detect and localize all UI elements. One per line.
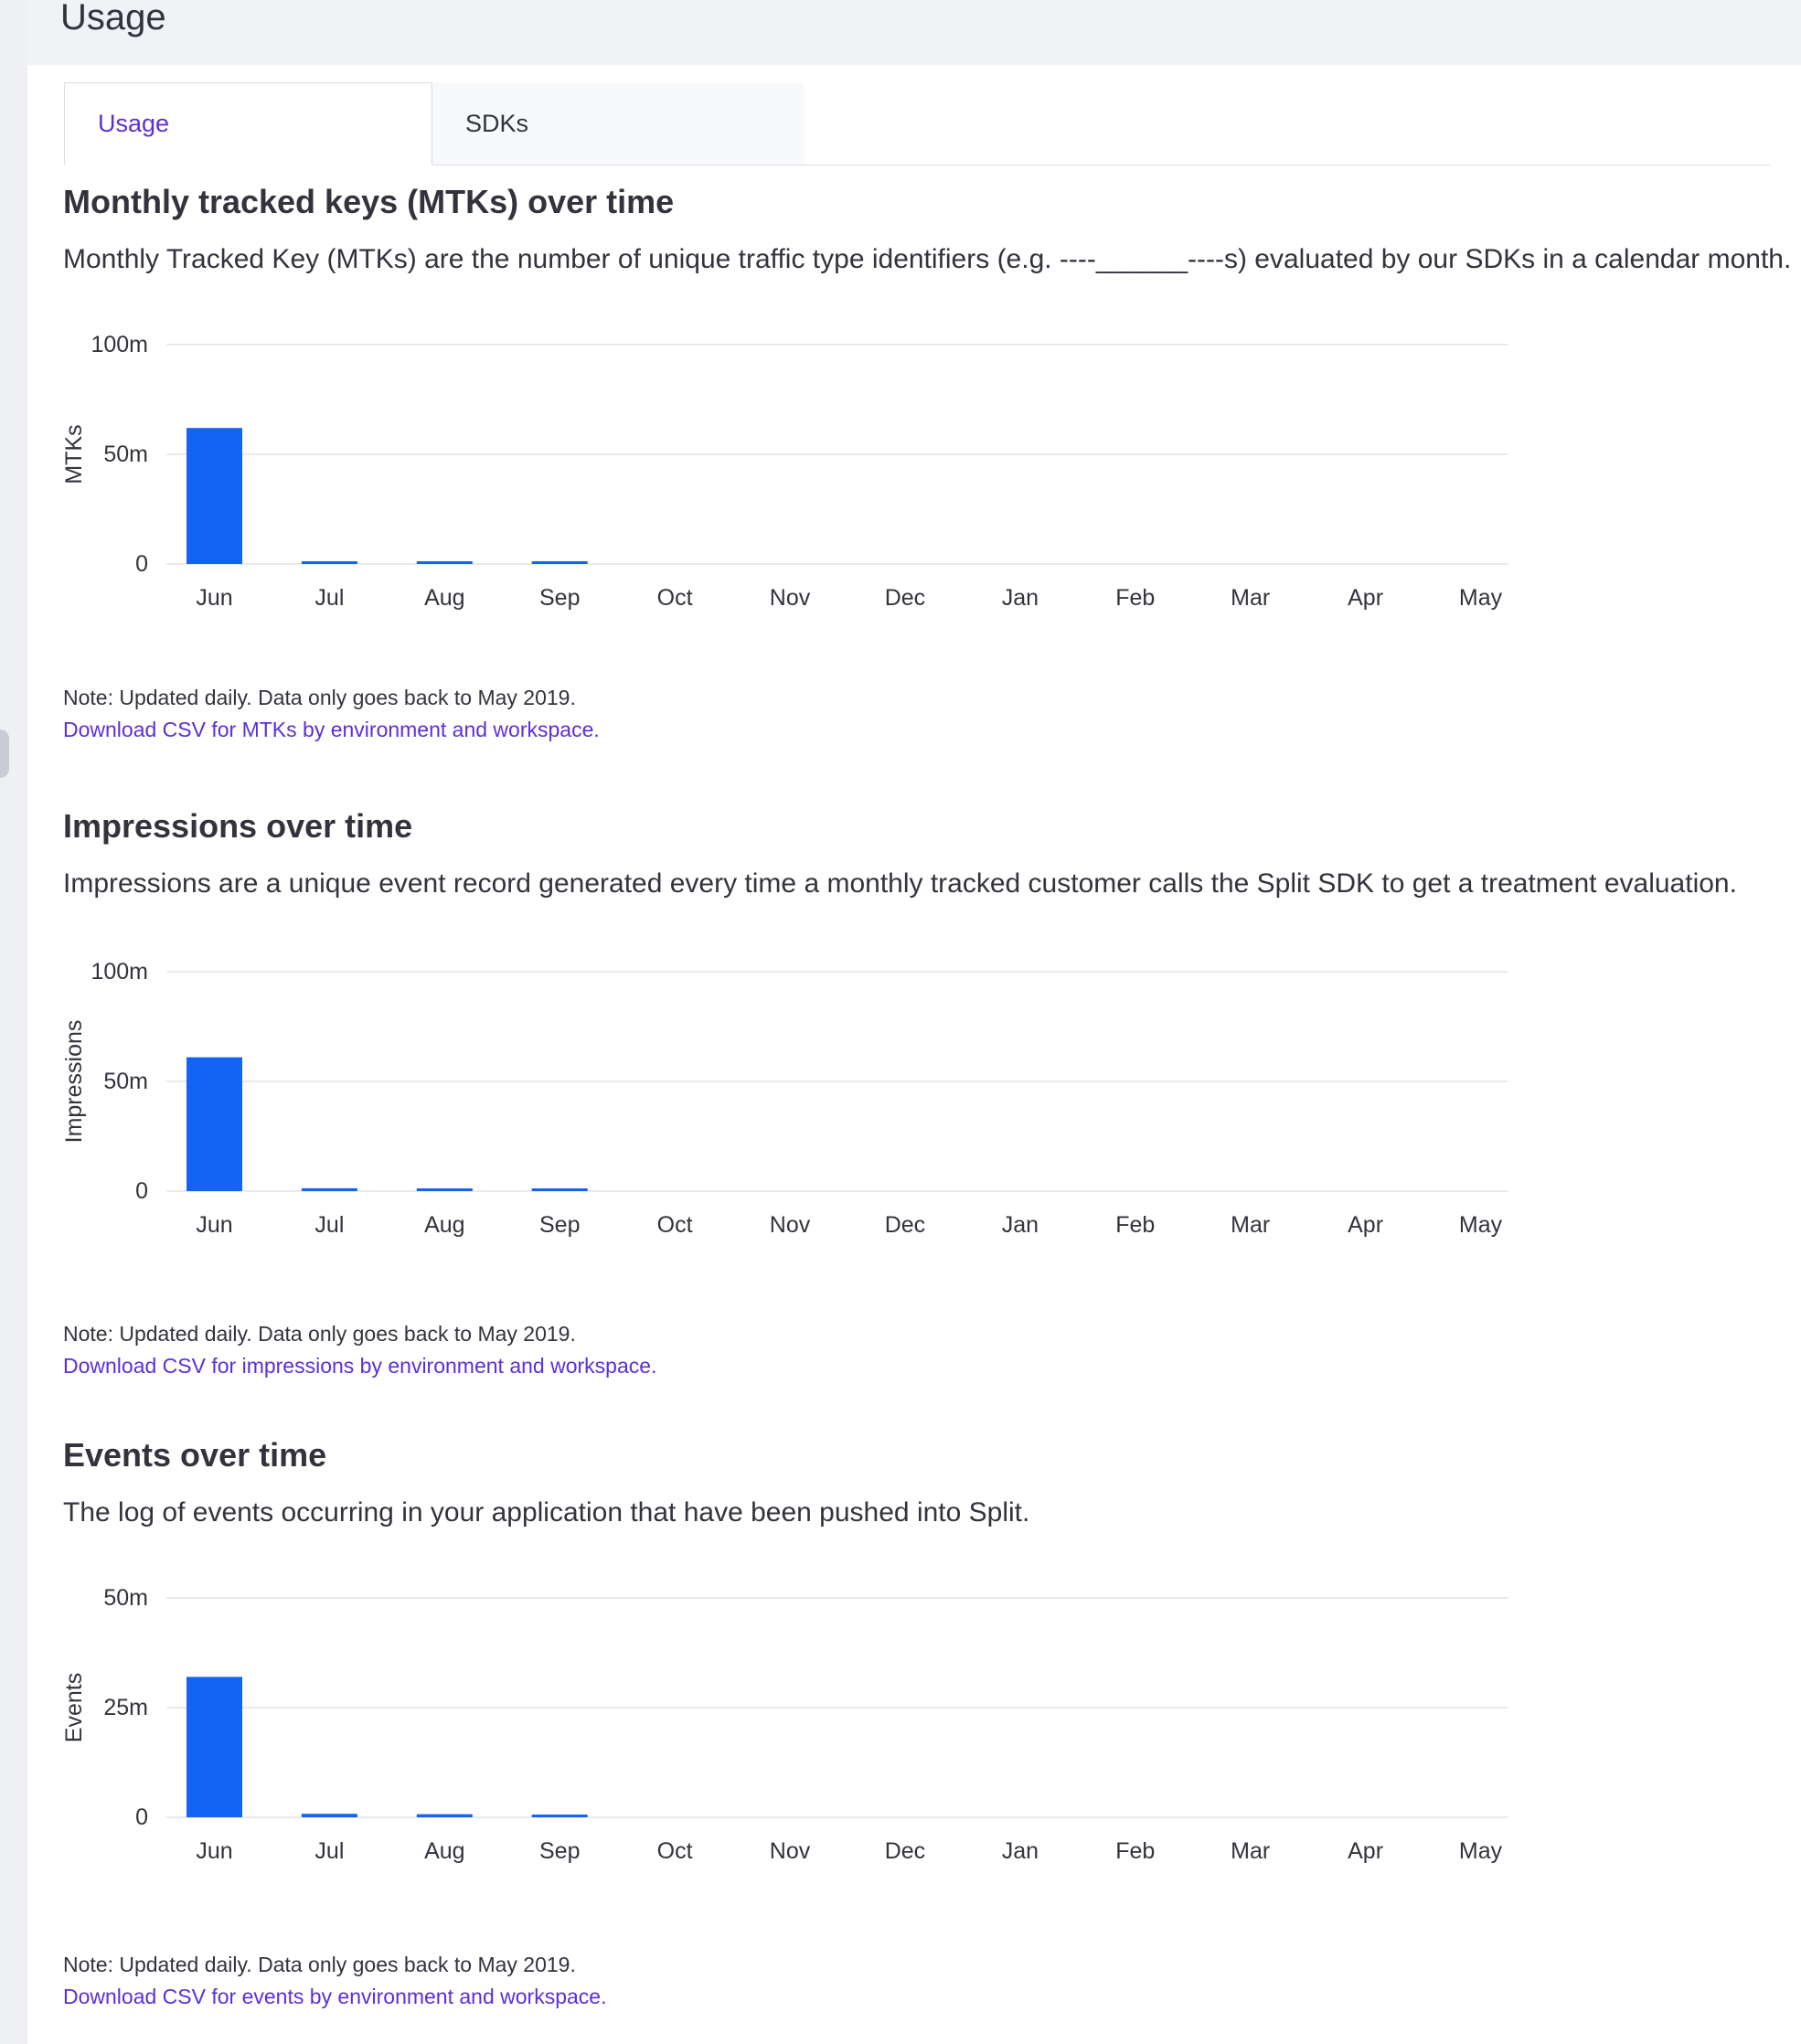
- svg-text:Jun: Jun: [196, 1838, 232, 1864]
- svg-text:25m: 25m: [103, 1695, 148, 1720]
- svg-text:Oct: Oct: [657, 585, 693, 611]
- svg-text:Sep: Sep: [539, 1838, 580, 1864]
- svg-text:Aug: Aug: [424, 585, 464, 611]
- svg-text:100m: 100m: [91, 332, 148, 357]
- svg-text:May: May: [1459, 585, 1503, 611]
- svg-text:50m: 50m: [103, 442, 148, 467]
- svg-text:Mar: Mar: [1231, 585, 1270, 611]
- svg-text:May: May: [1459, 1212, 1503, 1238]
- svg-text:100m: 100m: [91, 959, 148, 985]
- svg-text:Nov: Nov: [770, 1212, 811, 1238]
- svg-text:Oct: Oct: [657, 1838, 693, 1864]
- svg-text:Mar: Mar: [1231, 1212, 1270, 1238]
- svg-text:Dec: Dec: [885, 585, 925, 611]
- svg-text:Apr: Apr: [1348, 1212, 1383, 1238]
- svg-text:Impressions: Impressions: [63, 1020, 87, 1144]
- svg-text:Aug: Aug: [424, 1838, 464, 1864]
- svg-text:Sep: Sep: [539, 585, 580, 611]
- svg-text:Jun: Jun: [196, 1212, 232, 1238]
- svg-text:Jul: Jul: [314, 1212, 344, 1238]
- svg-text:0: 0: [135, 551, 148, 577]
- svg-text:Mar: Mar: [1231, 1838, 1270, 1864]
- svg-text:Apr: Apr: [1348, 585, 1383, 611]
- svg-text:Feb: Feb: [1115, 585, 1155, 611]
- svg-text:Jul: Jul: [314, 585, 344, 611]
- svg-text:Aug: Aug: [424, 1212, 464, 1238]
- svg-text:Jul: Jul: [314, 1838, 344, 1864]
- svg-text:Sep: Sep: [539, 1212, 580, 1238]
- svg-text:Events: Events: [63, 1673, 87, 1742]
- svg-text:Dec: Dec: [885, 1212, 925, 1238]
- svg-text:MTKs: MTKs: [63, 424, 87, 484]
- svg-text:Apr: Apr: [1348, 1838, 1383, 1864]
- svg-text:Dec: Dec: [885, 1838, 925, 1864]
- svg-text:Feb: Feb: [1115, 1212, 1155, 1238]
- svg-text:Nov: Nov: [770, 585, 811, 611]
- svg-text:Jun: Jun: [196, 585, 232, 611]
- svg-text:Feb: Feb: [1115, 1838, 1155, 1864]
- svg-text:Jan: Jan: [1002, 585, 1039, 611]
- svg-text:50m: 50m: [103, 1069, 148, 1094]
- svg-text:Jan: Jan: [1002, 1838, 1039, 1864]
- svg-text:50m: 50m: [103, 1585, 148, 1611]
- svg-text:Oct: Oct: [657, 1212, 693, 1238]
- svg-text:May: May: [1459, 1838, 1503, 1864]
- svg-text:Jan: Jan: [1002, 1212, 1039, 1238]
- svg-text:0: 0: [135, 1804, 148, 1830]
- svg-text:0: 0: [135, 1178, 148, 1204]
- svg-text:Nov: Nov: [770, 1838, 811, 1864]
